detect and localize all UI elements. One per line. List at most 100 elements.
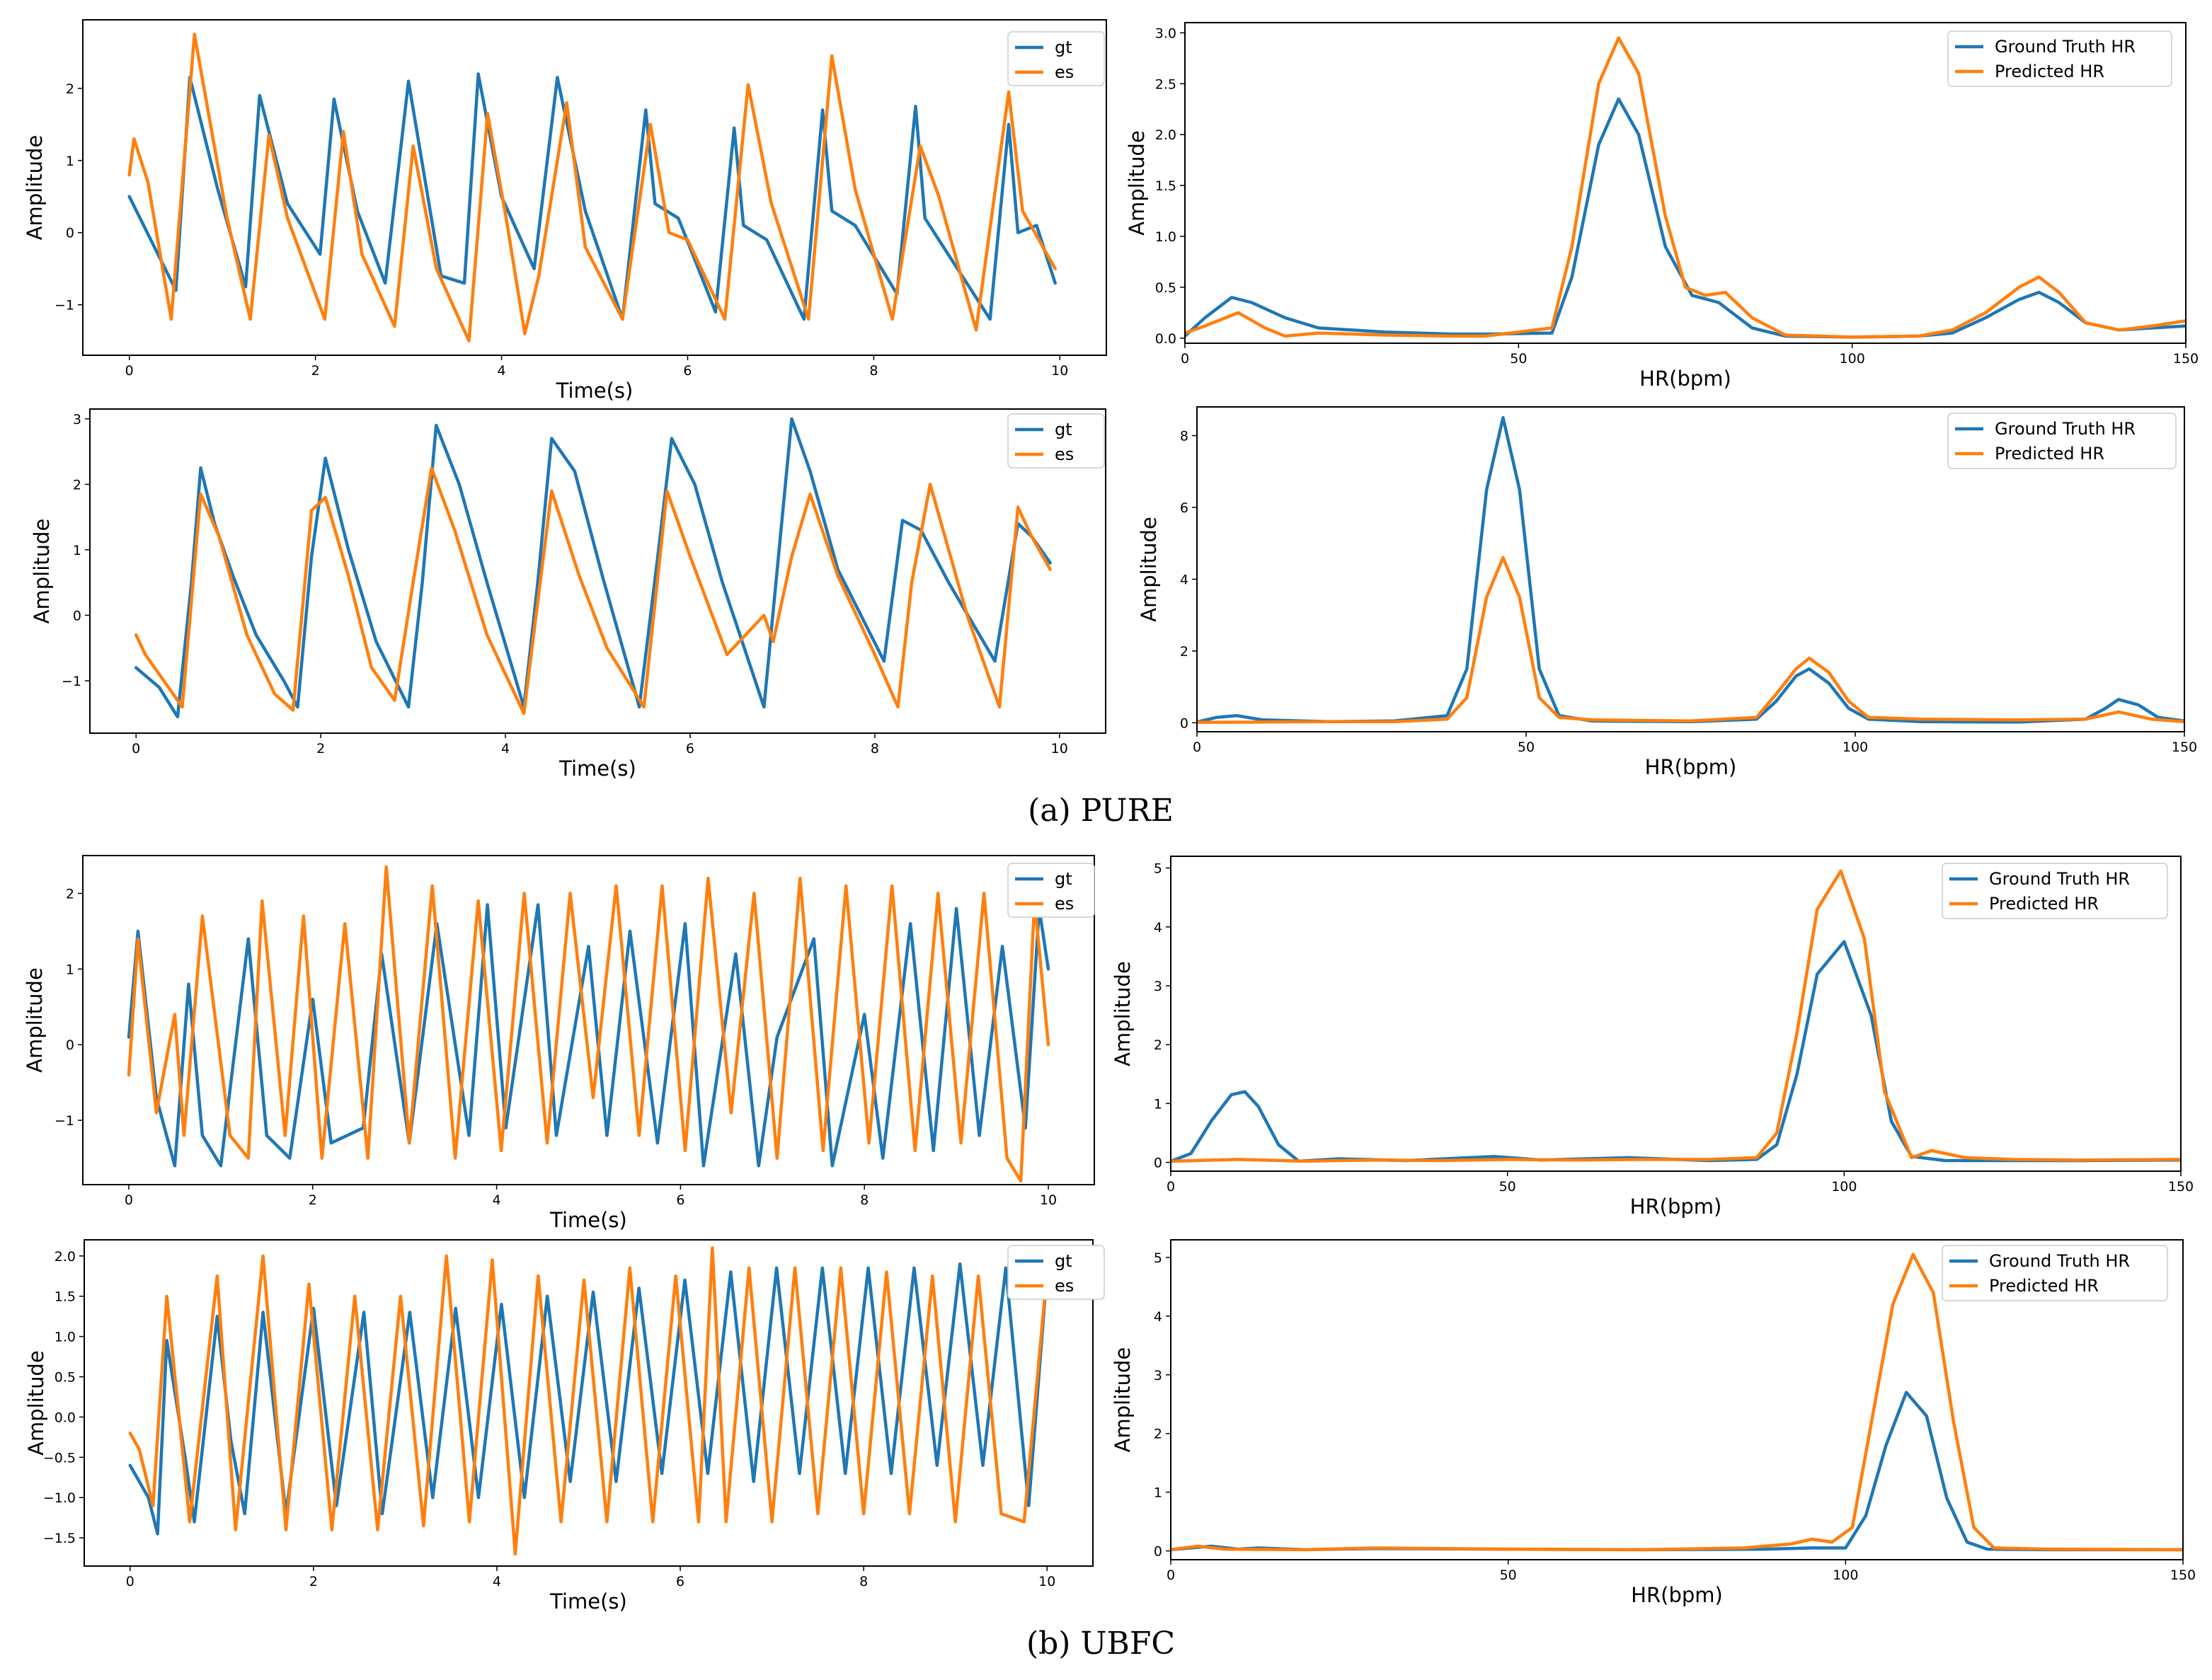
y-tick-label: 2 [66,886,74,902]
x-tick-label: 0 [125,363,134,379]
x-tick-label: 50 [1499,1179,1516,1195]
y-tick-label: 3 [1154,979,1162,994]
x-tick-label: 100 [1833,1567,1858,1583]
x-axis-label: Time(s) [556,379,634,403]
x-axis-label: HR(bpm) [1631,1583,1723,1607]
legend: Ground Truth HR Predicted HR [1942,1245,2168,1301]
chart-ubfc-spectrum-2: 0 50 100 150 0 1 2 3 4 5 HR(bpm) Amplitude Ground Tr… [1111,1239,2196,1607]
x-tick-label: 2 [309,1192,317,1208]
y-tick-label: 0.5 [1155,280,1176,296]
y-tick-label: 1.5 [55,1289,76,1305]
y-axis-label: Amplitude [1111,961,1135,1066]
y-tick-label: 0 [1154,1156,1162,1171]
x-tick-label: 0 [125,1192,133,1208]
y-tick-label: 2 [1154,1427,1162,1442]
legend-label: Ground Truth HR [1995,37,2136,57]
x-tick-label: 2 [316,741,325,756]
x-tick-label: 6 [676,1574,684,1589]
series-line-gt [1171,1391,2183,1552]
axes-frame [1170,1239,2184,1560]
chart-pure-spectrum-2: 0 50 100 150 0 2 4 6 8 HR(bpm) Amplitude Ground Tru… [1137,406,2197,779]
legend-label: Predicted HR [1995,444,2104,464]
y-tick-label: 1 [73,543,81,558]
legend: gt es [1007,1245,1105,1300]
y-tick-label: 1 [1154,1096,1162,1112]
y-tick-label: 2 [1154,1037,1162,1053]
x-tick-label: 0 [126,1574,134,1589]
y-tick-label: −1 [62,674,81,689]
x-tick-label: 4 [493,1574,501,1589]
y-axis-label: Amplitude [24,1350,48,1456]
x-axis-label: Time(s) [549,1589,627,1613]
legend-label: Predicted HR [1989,1276,2099,1296]
x-axis-label: HR(bpm) [1630,1195,1722,1219]
x-tick-label: 0 [1167,1179,1175,1195]
series-line-es [128,1246,1049,1556]
series-line-gt [128,1262,1049,1536]
legend-label: es [1055,894,1074,914]
x-tick-label: 0 [1193,740,1201,755]
x-tick-label: 50 [1518,740,1535,755]
series-line-gt [1171,940,2181,1163]
legend-label: gt [1055,38,1072,57]
y-tick-label: 5 [1154,1250,1162,1266]
x-tick-label: 2 [311,363,320,379]
y-tick-label: −1 [55,1113,74,1129]
axes-frame [1184,22,2187,344]
legend-label: es [1055,1276,1074,1296]
chart-pure-spectrum-1: 0 50 100 150 0.0 0.5 1.0 1.5 2.0 2.5 3.0 HR(bpm) Amp… [1125,22,2199,391]
x-tick-label: 150 [2170,1567,2196,1583]
x-axis-label: Time(s) [549,1208,627,1232]
x-tick-label: 10 [1051,363,1068,379]
legend-box [1947,30,2172,87]
legend: Ground Truth HR Predicted HR [1947,30,2172,87]
y-axis-label: Amplitude [23,967,47,1073]
y-tick-label: 2 [1180,644,1188,660]
chart-pure-signal-2: 0 2 4 6 8 10 −1 0 1 2 3 Time(s) Amplitude gt es [30,408,1106,781]
legend-label: es [1055,62,1074,82]
x-tick-label: 100 [1840,351,1865,367]
y-tick-label: 0.5 [55,1370,76,1386]
x-tick-label: 4 [501,741,510,756]
axes-frame [89,408,1106,734]
chart-ubfc-signal-2: 0 2 4 6 8 10 −1.5 −1.0 −0.5 0.0 0.5 1.0 1.5 2.0 Time(s… [24,1239,1105,1613]
x-tick-label: 50 [1500,1567,1517,1583]
axes-frame [1196,406,2185,732]
x-tick-label: 150 [2172,740,2197,755]
caption-ubfc: (b) UBFC [1026,1626,1175,1662]
series-line-gt [1185,97,2186,339]
legend-label: Ground Truth HR [1989,1251,2130,1271]
y-tick-label: 0 [1180,715,1188,731]
y-axis-label: Amplitude [1125,130,1149,236]
y-tick-label: 8 [1180,429,1188,444]
series-line-es [127,33,1057,343]
y-tick-label: 1.0 [1155,229,1176,245]
y-tick-label: 2 [73,477,81,493]
axes-frame [84,1239,1094,1567]
x-tick-label: 10 [1040,1192,1057,1208]
y-tick-label: 3 [73,412,81,427]
y-axis-label: Amplitude [30,519,54,624]
y-tick-label: 0 [66,1037,74,1053]
y-tick-label: 2.0 [1155,127,1176,143]
legend-label: gt [1055,420,1072,439]
legend-label: Predicted HR [1995,62,2104,81]
y-tick-label: 5 [1154,861,1162,877]
x-tick-label: 8 [869,363,878,379]
x-tick-label: 10 [1038,1574,1055,1589]
y-tick-label: 1 [1154,1485,1162,1501]
axes-frame [82,19,1107,356]
y-axis-label: Amplitude [1111,1347,1135,1453]
y-axis-label: Amplitude [1137,517,1161,622]
legend-label: Ground Truth HR [1995,419,2136,439]
x-tick-label: 6 [676,1192,684,1208]
series-line-es [1185,36,2186,339]
chart-ubfc-signal-1: 0 2 4 6 8 10 −1 0 1 2 Time(s) Amplitude gt es [23,855,1095,1232]
x-tick-label: 4 [493,1192,501,1208]
x-tick-label: 100 [1843,740,1868,755]
legend-box [1942,863,2168,919]
x-axis-label: Time(s) [558,756,636,781]
y-tick-label: 1 [66,962,74,977]
legend-label: Ground Truth HR [1989,869,2130,889]
